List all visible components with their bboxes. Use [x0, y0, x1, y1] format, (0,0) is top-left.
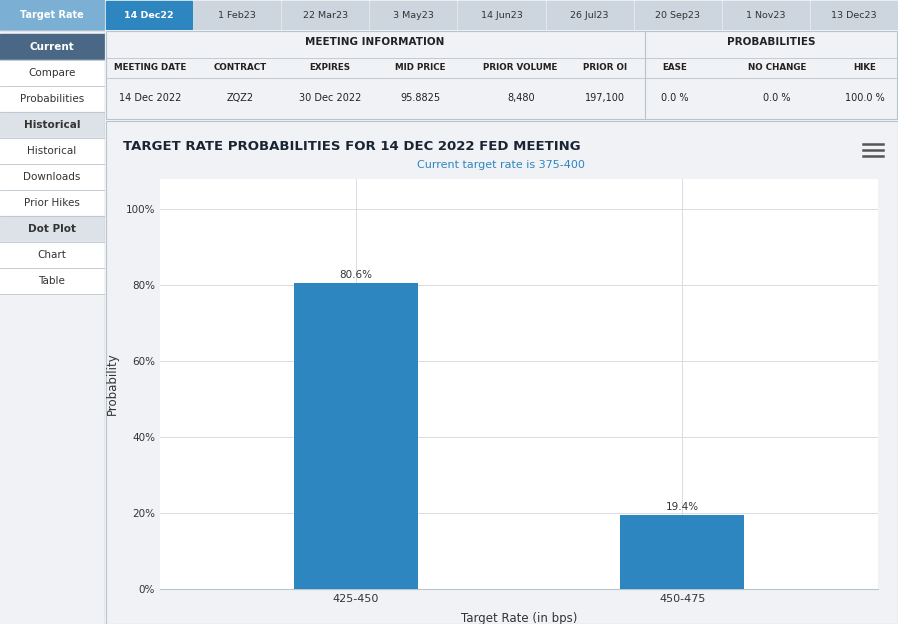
Text: 1 Feb23: 1 Feb23 [218, 11, 256, 19]
X-axis label: Target Rate (in bps): Target Rate (in bps) [461, 612, 577, 624]
Text: 1 Nov23: 1 Nov23 [746, 11, 786, 19]
Bar [459, 1, 544, 29]
Text: PRIOR OI: PRIOR OI [583, 64, 627, 72]
Text: Chart: Chart [38, 250, 66, 260]
Text: 80.6%: 80.6% [339, 270, 373, 280]
Text: MID PRICE: MID PRICE [395, 64, 445, 72]
Text: 14 Dec22: 14 Dec22 [124, 11, 174, 19]
Text: TARGET RATE PROBABILITIES FOR 14 DEC 2022 FED MEETING: TARGET RATE PROBABILITIES FOR 14 DEC 202… [123, 140, 581, 152]
Text: 0.0 %: 0.0 % [763, 93, 791, 103]
Text: 19.4%: 19.4% [665, 502, 699, 512]
Bar [0, 34, 105, 60]
Text: Downloads: Downloads [23, 172, 81, 182]
Bar [723, 1, 809, 29]
Text: NO CHANGE: NO CHANGE [748, 64, 806, 72]
Text: EASE: EASE [663, 64, 688, 72]
Bar [0, 60, 105, 86]
Bar [635, 1, 721, 29]
Text: 3 May23: 3 May23 [393, 11, 434, 19]
Text: 8,480: 8,480 [507, 93, 535, 103]
Text: Historical: Historical [27, 146, 76, 156]
Text: MEETING DATE: MEETING DATE [114, 64, 186, 72]
Text: 13 Dec23: 13 Dec23 [832, 11, 876, 19]
Text: Prior Hikes: Prior Hikes [24, 198, 80, 208]
Text: PROBABILITIES: PROBABILITIES [727, 37, 815, 47]
Text: 14 Dec 2022: 14 Dec 2022 [119, 93, 181, 103]
Bar [106, 1, 192, 29]
Text: 30 Dec 2022: 30 Dec 2022 [299, 93, 361, 103]
Text: MEETING INFORMATION: MEETING INFORMATION [305, 37, 445, 47]
Text: 22 Mar23: 22 Mar23 [303, 11, 348, 19]
Bar [0, 242, 105, 268]
Text: 20 Sep23: 20 Sep23 [656, 11, 700, 19]
Text: Compare: Compare [29, 68, 75, 78]
Text: 197,100: 197,100 [585, 93, 625, 103]
Text: CONTRACT: CONTRACT [214, 64, 267, 72]
Bar [370, 1, 456, 29]
Text: PRIOR VOLUME: PRIOR VOLUME [483, 64, 557, 72]
Y-axis label: Probability: Probability [106, 353, 119, 416]
Text: ZQZ2: ZQZ2 [226, 93, 253, 103]
Bar [0, 0, 105, 30]
Text: 100.0 %: 100.0 % [845, 93, 885, 103]
Bar [0, 164, 105, 190]
Bar [621, 515, 744, 589]
Text: HIKE: HIKE [854, 64, 876, 72]
Text: 14 Jun23: 14 Jun23 [480, 11, 523, 19]
Bar [194, 1, 280, 29]
Bar [811, 1, 897, 29]
Bar [0, 190, 105, 216]
Bar [0, 86, 105, 112]
Bar [294, 283, 418, 589]
Text: Dot Plot: Dot Plot [28, 224, 76, 234]
Text: Historical: Historical [23, 120, 80, 130]
Bar [547, 1, 633, 29]
Text: Current target rate is 375-400: Current target rate is 375-400 [417, 160, 585, 170]
Text: 26 Jul23: 26 Jul23 [570, 11, 609, 19]
Bar [0, 268, 105, 294]
Text: Table: Table [39, 276, 66, 286]
Text: Current: Current [30, 42, 75, 52]
Bar [0, 216, 105, 242]
Text: EXPIRES: EXPIRES [310, 64, 350, 72]
Bar [0, 112, 105, 138]
Text: Target Rate: Target Rate [20, 10, 84, 20]
Text: 0.0 %: 0.0 % [661, 93, 689, 103]
Bar [0, 138, 105, 164]
Text: Probabilities: Probabilities [20, 94, 84, 104]
Bar [282, 1, 368, 29]
Text: 95.8825: 95.8825 [400, 93, 440, 103]
